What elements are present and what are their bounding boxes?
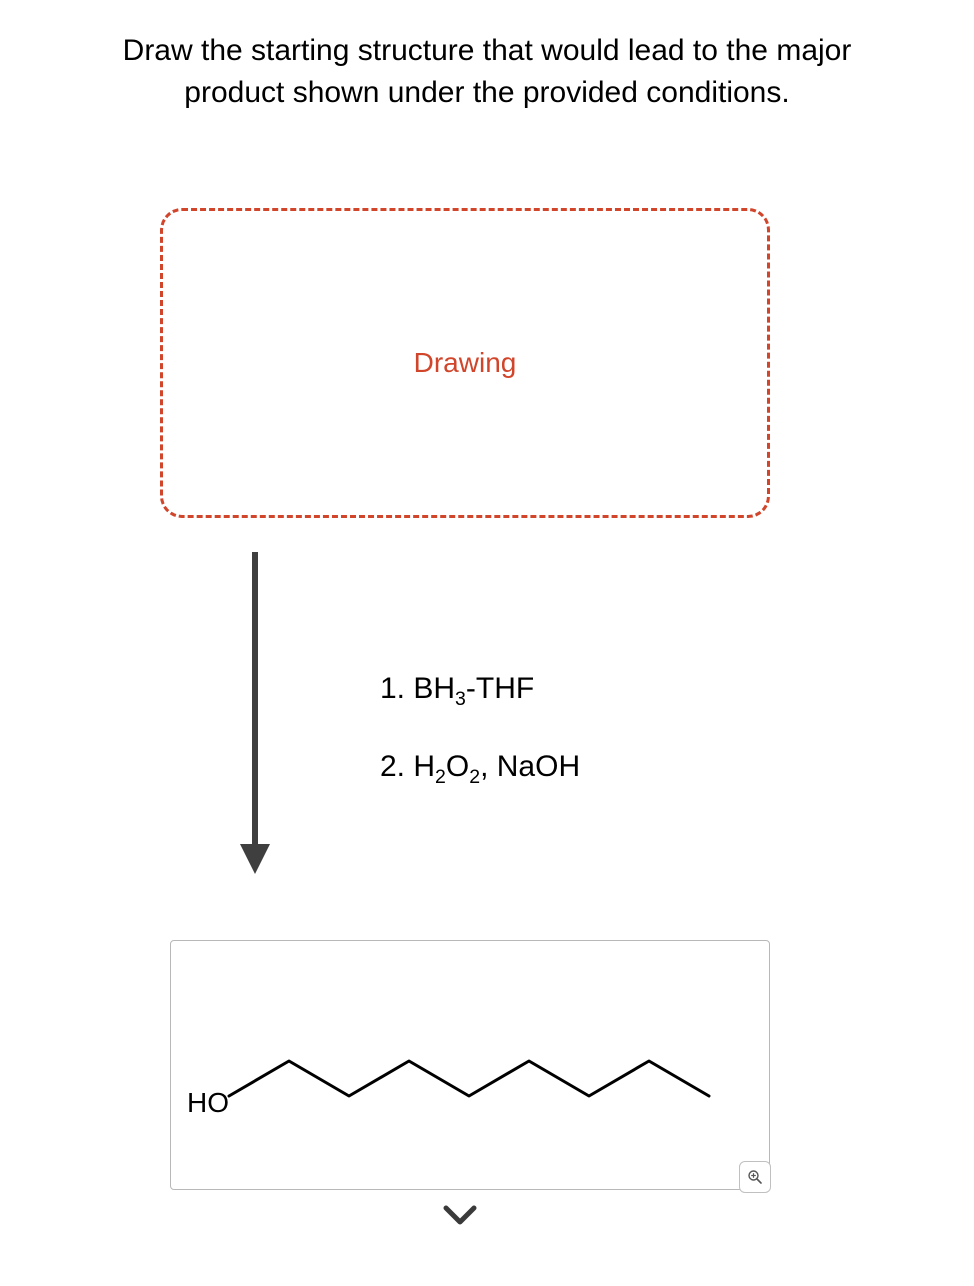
drawing-placeholder-label: Drawing — [414, 347, 517, 379]
ho-label: HO — [187, 1087, 229, 1119]
reagent-step-1: 1. BH3-THF — [380, 650, 580, 728]
reagent-step-2: 2. H2O2, NaOH — [380, 728, 580, 806]
product-structure-box: HO — [170, 940, 770, 1190]
question-line1: Draw the starting structure that would l… — [123, 34, 852, 67]
expand-chevron[interactable] — [440, 1200, 480, 1230]
reagents-block: 1. BH3-THF 2. H2O2, NaOH — [380, 650, 580, 806]
zoom-icon — [747, 1169, 763, 1185]
question-text: Draw the starting structure that would l… — [60, 30, 914, 114]
drawing-input-area[interactable]: Drawing — [160, 208, 770, 518]
chevron-down-icon — [440, 1200, 480, 1230]
reaction-arrow — [235, 548, 275, 876]
product-molecule: HO — [181, 1001, 761, 1121]
question-line2: product shown under the provided conditi… — [184, 76, 789, 109]
zoom-button[interactable] — [739, 1161, 771, 1193]
